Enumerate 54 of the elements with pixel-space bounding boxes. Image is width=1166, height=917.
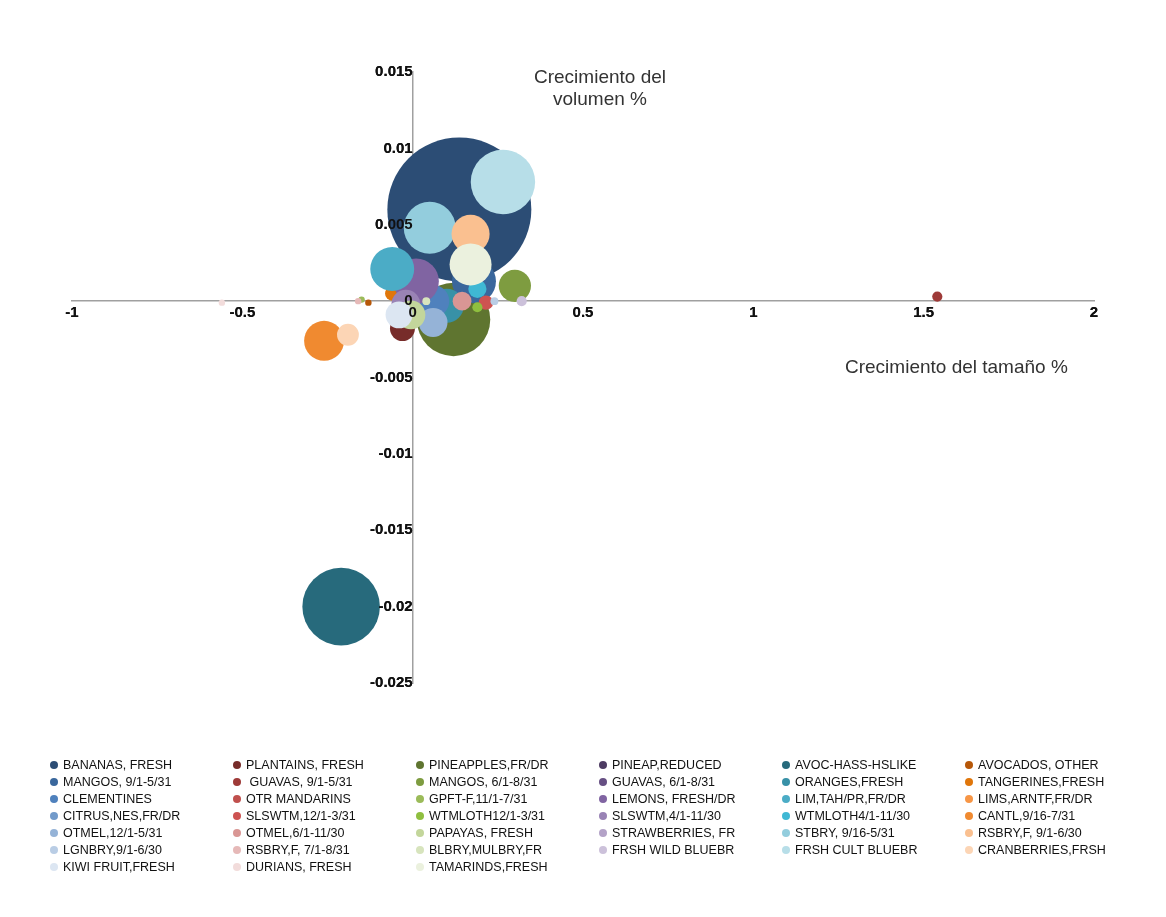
legend-label: WTMLOTH12/1-3/31 — [428, 809, 546, 823]
legend-label: CANTL,9/16-7/31 — [977, 809, 1077, 823]
legend-label: OTR MANDARINS — [245, 792, 352, 806]
legend-label: AVOC-HASS-HSLIKE — [794, 758, 918, 772]
legend-label: PINEAP,REDUCED — [611, 758, 723, 772]
y-tick-label: -0.02 — [378, 596, 413, 614]
legend-label: TANGERINES,FRESH — [977, 775, 1106, 789]
y-tick-label: 0.015 — [375, 62, 413, 80]
legend-label: BLBRY,MULBRY,FR — [428, 843, 544, 857]
legend-label: LGNBRY,9/1-6/30 — [62, 843, 163, 857]
legend-label: LIMS,ARNTF,FR/DR — [977, 792, 1094, 806]
legend-label: MANGOS, 6/1-8/31 — [428, 775, 539, 789]
legend-label: PINEAPPLES,FR/DR — [428, 758, 550, 772]
y-tick-label: -0.01 — [378, 444, 413, 462]
y-tick-label: 0.01 — [383, 138, 413, 156]
legend-label: OTMEL,12/1-5/31 — [62, 826, 164, 840]
legend-label: MANGOS, 9/1-5/31 — [62, 775, 173, 789]
legend-label: WTMLOTH4/1-11/30 — [794, 809, 912, 823]
legend-label: LEMONS, FRESH/DR — [611, 792, 737, 806]
legend-label: PAPAYAS, FRESH — [428, 826, 534, 840]
legend-label: AVOCADOS, OTHER — [977, 758, 1100, 772]
x-tick-label: -1 — [65, 303, 79, 321]
x-tick-label: -0.5 — [229, 303, 256, 321]
legend-label: GUAVAS, 6/1-8/31 — [611, 775, 717, 789]
x-tick-label: 1.5 — [913, 303, 935, 321]
legend-label: TAMARINDS,FRESH — [428, 860, 549, 874]
legend-label: CRANBERRIES,FRSH — [977, 843, 1107, 857]
legend-label: ORANGES,FRESH — [794, 775, 905, 789]
legend-label: OTMEL,6/1-11/30 — [245, 826, 346, 840]
legend-label: KIWI FRUIT,FRESH — [62, 860, 176, 874]
y-axis-title: Crecimiento del volumen % — [533, 66, 667, 110]
y-tick-label: -0.005 — [370, 367, 413, 385]
legend-label: GUAVAS, 9/1-5/31 — [248, 775, 354, 789]
legend-label: LIM,TAH/PR,FR/DR — [794, 792, 907, 806]
legend-label: BANANAS, FRESH — [62, 758, 174, 772]
x-axis-title: Crecimiento del tamaño % — [845, 356, 1068, 378]
legend-label: PLANTAINS, FRESH — [245, 758, 365, 772]
x-tick-label: 0.5 — [572, 303, 594, 321]
legend-label: GPFT-F,11/1-7/31 — [428, 792, 529, 806]
y-tick-label: -0.015 — [370, 520, 413, 538]
y-tick-label: -0.025 — [370, 673, 413, 691]
legend-label: CITRUS,NES,FR/DR — [62, 809, 182, 823]
legend-label: RSBRY,F, 7/1-8/31 — [245, 843, 351, 857]
legend-label: FRSH WILD BLUEBR — [611, 843, 736, 857]
legend-label: FRSH CULT BLUEBR — [794, 843, 919, 857]
legend-label: STRAWBERRIES, FR — [611, 826, 737, 840]
legend-label: CLEMENTINES — [62, 792, 153, 806]
legend-label: SLSWTM,4/1-11/30 — [611, 809, 722, 823]
legend-label: SLSWTM,12/1-3/31 — [245, 809, 357, 823]
x-tick-label: 1 — [749, 303, 758, 321]
legend-label: STBRY, 9/16-5/31 — [794, 826, 896, 840]
legend-label: DURIANS, FRESH — [245, 860, 353, 874]
legend-label: RSBRY,F, 9/1-6/30 — [977, 826, 1083, 840]
x-tick-label: 2 — [1089, 303, 1099, 321]
